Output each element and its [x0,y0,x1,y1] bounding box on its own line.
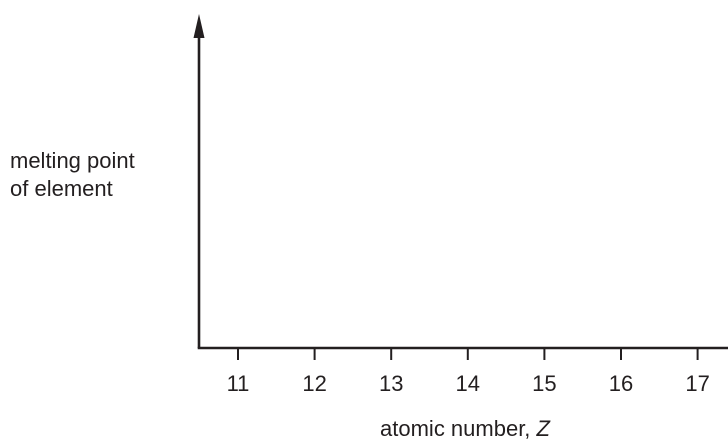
x-tick-label-14: 14 [456,371,480,396]
x-tick-label-15: 15 [532,371,556,396]
x-tick-label-11: 11 [227,371,250,396]
x-tick-label-12: 12 [302,371,326,396]
y-axis-title-line-1: melting point [10,148,135,173]
x-tick-label-16: 16 [609,371,633,396]
y-axis-arrow-icon [193,14,205,38]
x-axis-title: atomic number, Z [380,416,552,441]
y-axis-title-line-2: of element [10,176,113,201]
x-tick-label-17: 17 [685,371,709,396]
y-axis-title: melting point of element [10,147,135,203]
x-tick-label-13: 13 [379,371,403,396]
x-ticks: 11 12 13 14 15 16 17 [227,348,710,396]
